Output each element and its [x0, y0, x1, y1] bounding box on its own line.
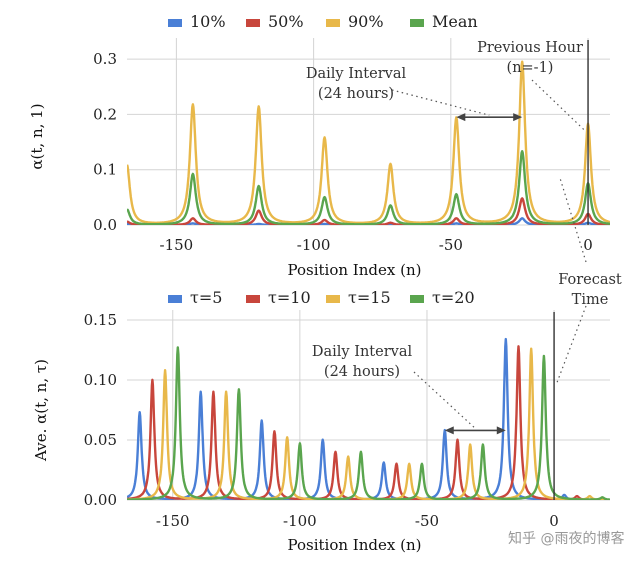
- legend-label-3: Mean: [432, 12, 478, 31]
- series-line-τ=20: [127, 346, 610, 500]
- daily-interval-leader: [391, 89, 490, 116]
- x-axis-label: Position Index (n): [288, 536, 422, 554]
- legend-label-1: τ=10: [268, 288, 311, 307]
- x-tick-label-0: -150: [160, 236, 194, 254]
- x-tick-label-3: 0: [583, 236, 593, 254]
- y-tick-label-0: 0.00: [84, 491, 117, 509]
- daily-interval-text-0: Daily Interval: [306, 66, 407, 82]
- previous-hour-text-0: Previous Hour: [477, 40, 583, 56]
- forecast-time-text-0: Forecast: [558, 272, 622, 288]
- legend-label-3: τ=20: [432, 288, 475, 307]
- legend-label-0: 10%: [190, 12, 226, 31]
- y-tick-label-0: 0.0: [93, 216, 117, 234]
- daily-arrowhead-left: [456, 113, 466, 122]
- daily-arrowhead-left: [444, 426, 454, 435]
- series-line-Mean: [127, 150, 610, 225]
- y-axis-label: α(t, n, 1): [28, 103, 46, 169]
- legend-swatch-1: [246, 295, 260, 303]
- legend-swatch-1: [246, 19, 260, 27]
- previous-hour-leader: [531, 79, 586, 132]
- daily-interval-text-1: (24 hours): [318, 86, 394, 102]
- daily-arrowhead-right: [513, 113, 523, 122]
- daily-interval-text-1: (24 hours): [324, 364, 400, 380]
- legend-swatch-3: [410, 19, 424, 27]
- x-tick-label-1: -100: [297, 236, 331, 254]
- chart-top: -150 -100 -50 0 0.0 0.1 0.2 0.3 Position Index (…: [28, 12, 610, 279]
- legend-swatch-2: [326, 19, 340, 27]
- legend-swatch-3: [410, 295, 424, 303]
- legend-swatch-0: [168, 19, 182, 27]
- x-tick-label-1: -100: [283, 512, 317, 530]
- watermark: 知乎 @雨夜的博客: [508, 530, 624, 547]
- y-tick-label-3: 0.15: [84, 311, 117, 329]
- legend-label-1: 50%: [268, 12, 304, 31]
- legend-label-2: τ=15: [348, 288, 391, 307]
- legend-label-2: 90%: [348, 12, 384, 31]
- legend-swatch-2: [326, 295, 340, 303]
- x-axis-label: Position Index (n): [288, 261, 422, 279]
- forecast-time-text-1: Time: [572, 292, 609, 308]
- y-tick-label-2: 0.2: [93, 105, 117, 123]
- y-tick-label-3: 0.3: [93, 50, 117, 68]
- y-tick-label-1: 0.1: [93, 161, 117, 179]
- daily-arrowhead-right: [496, 426, 506, 435]
- forecast-leader-bottom: [555, 305, 587, 386]
- x-tick-label-2: -50: [439, 236, 463, 254]
- x-tick-label-0: -150: [156, 512, 190, 530]
- legend-label-0: τ=5: [190, 288, 222, 307]
- y-axis-label: Ave. α(t, n, τ): [32, 359, 50, 462]
- y-tick-label-2: 0.10: [84, 371, 117, 389]
- previous-hour-text-1: (n=-1): [507, 60, 554, 76]
- series-line-90%: [127, 60, 610, 224]
- y-tick-label-1: 0.05: [84, 431, 117, 449]
- legend-swatch-0: [168, 295, 182, 303]
- x-tick-label-3: 0: [549, 512, 559, 530]
- x-tick-label-2: -50: [415, 512, 439, 530]
- daily-interval-text-0: Daily Interval: [312, 344, 413, 360]
